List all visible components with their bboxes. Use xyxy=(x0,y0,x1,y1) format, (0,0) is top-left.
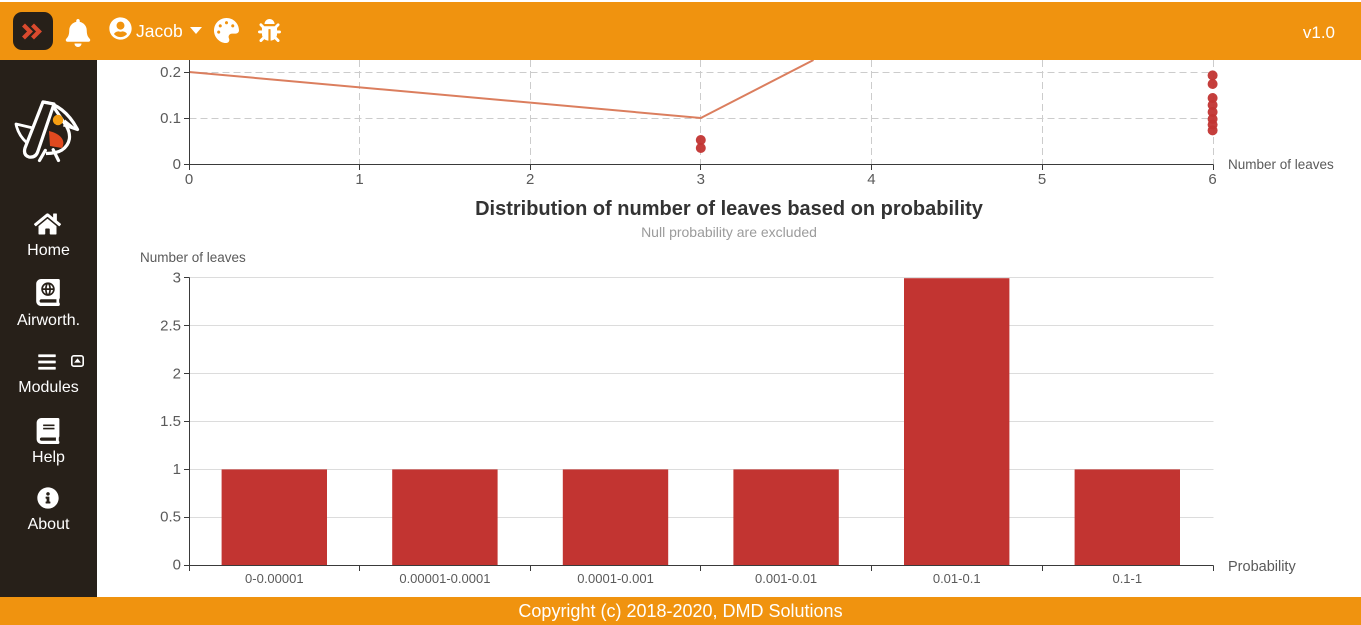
svg-text:Number of leaves: Number of leaves xyxy=(140,250,246,265)
svg-text:3: 3 xyxy=(697,171,705,188)
svg-text:0: 0 xyxy=(173,156,181,173)
svg-text:0.2: 0.2 xyxy=(160,64,181,81)
svg-text:0.5: 0.5 xyxy=(160,509,181,526)
svg-text:0.00001-0.0001: 0.00001-0.0001 xyxy=(399,571,490,586)
svg-text:2: 2 xyxy=(526,171,534,188)
svg-text:0.01-0.1: 0.01-0.1 xyxy=(933,571,981,586)
svg-text:0: 0 xyxy=(185,171,193,188)
svg-text:5: 5 xyxy=(1038,171,1046,188)
svg-text:0-0.00001: 0-0.00001 xyxy=(245,571,304,586)
svg-text:2: 2 xyxy=(173,365,181,382)
svg-text:6: 6 xyxy=(1208,171,1216,188)
svg-text:0.001-0.01: 0.001-0.01 xyxy=(755,571,817,586)
svg-text:4: 4 xyxy=(867,171,875,188)
svg-text:3: 3 xyxy=(173,270,181,287)
svg-text:0.1: 0.1 xyxy=(160,110,181,127)
svg-text:1: 1 xyxy=(355,171,363,188)
svg-text:Number of leaves: Number of leaves xyxy=(1228,157,1334,172)
svg-text:0.0001-0.001: 0.0001-0.001 xyxy=(577,571,654,586)
svg-text:2.5: 2.5 xyxy=(160,318,181,335)
svg-text:0: 0 xyxy=(173,557,181,574)
svg-text:1.5: 1.5 xyxy=(160,413,181,430)
svg-text:1: 1 xyxy=(173,461,181,478)
svg-text:0.1-1: 0.1-1 xyxy=(1112,571,1142,586)
svg-text:Probability: Probability xyxy=(1228,559,1296,575)
